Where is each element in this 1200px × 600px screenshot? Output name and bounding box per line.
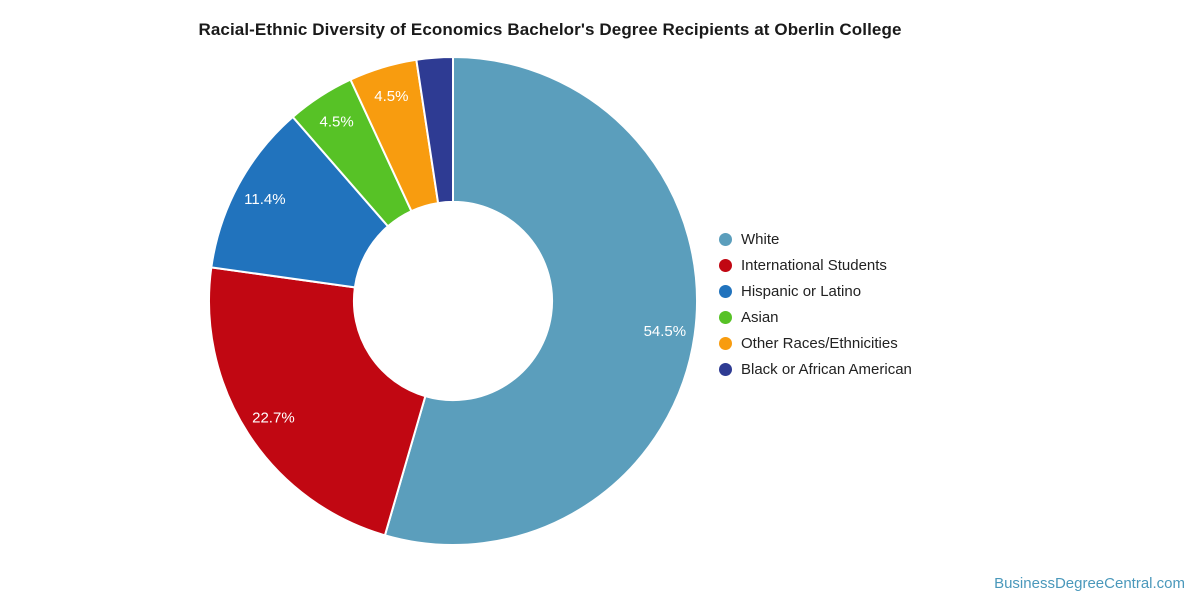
legend-item-other-races-ethnicities[interactable]: Other Races/Ethnicities	[719, 330, 912, 356]
pie-slice-white[interactable]	[383, 56, 698, 546]
data-label-international-students: 22.7%	[252, 409, 295, 426]
data-label-other-races-ethnicities: 4.5%	[374, 88, 408, 105]
legend-item-hispanic-or-latino[interactable]: Hispanic or Latino	[719, 278, 912, 304]
data-label-hispanic-or-latino: 11.4%	[244, 191, 285, 208]
footer-brand-link[interactable]: BusinessDegreeCentral.com	[994, 575, 1185, 592]
data-label-asian: 4.5%	[320, 113, 354, 130]
legend-marker-dot	[719, 362, 732, 376]
legend-label: International Students	[741, 256, 887, 274]
legend-label: White	[741, 230, 780, 248]
legend-label: Asian	[741, 308, 779, 326]
legend-label: Other Races/Ethnicities	[741, 334, 898, 352]
legend-marker-dot	[719, 258, 732, 272]
legend-item-international-students[interactable]: International Students	[719, 252, 912, 278]
legend-marker-dot	[719, 284, 732, 298]
legend-label: Hispanic or Latino	[741, 282, 862, 300]
legend-marker-dot	[719, 336, 732, 350]
legend: White International Students Hispanic or…	[719, 226, 912, 382]
legend-item-black-or-african-american[interactable]: Black or African American	[719, 356, 912, 382]
data-label-white: 54.5%	[644, 323, 687, 340]
legend-marker-dot	[719, 232, 732, 246]
pie-slice-international-students[interactable]	[208, 266, 427, 537]
pie-slice-hispanic-or-latino[interactable]	[210, 115, 389, 289]
legend-item-white[interactable]: White	[719, 226, 912, 252]
chart-title: Racial-Ethnic Diversity of Economics Bac…	[198, 20, 902, 39]
pie-slice-black-or-african-american[interactable]	[415, 56, 454, 205]
legend-item-asian[interactable]: Asian	[719, 304, 912, 330]
legend-marker-dot	[719, 310, 732, 324]
legend-label: Black or African American	[741, 360, 912, 378]
